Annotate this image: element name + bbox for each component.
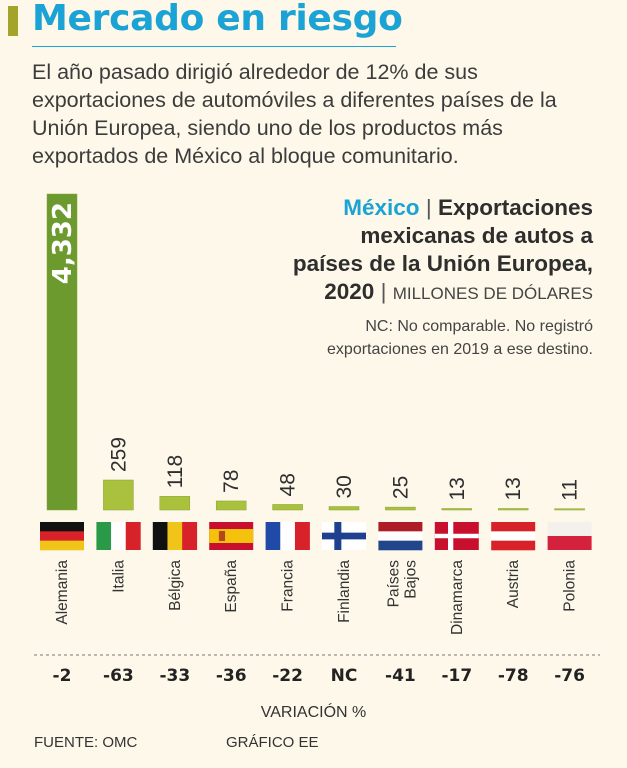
variation-belgica: -33 — [159, 666, 190, 686]
title-underline — [32, 46, 396, 47]
variation-axis-title: VARIACIÓN % — [260, 704, 367, 721]
value-label-belgica: 118 — [164, 455, 187, 488]
france-flag-icon — [265, 522, 310, 550]
chart-units: MILLONES DE DÓLARES — [392, 284, 593, 303]
austria-flag-icon — [491, 522, 536, 551]
variation-alemania: -2 — [53, 666, 72, 686]
bar-polonia — [554, 508, 585, 511]
chart-title-year: 2020 — [324, 279, 375, 304]
poland-flag-icon — [547, 522, 592, 550]
value-label-dinamarca: 13 — [446, 477, 469, 500]
variation-italia: -63 — [103, 666, 134, 686]
category-label-italia: Italia — [110, 560, 127, 593]
bar-finlandia — [328, 506, 360, 511]
category-label-alemania: Alemania — [54, 560, 71, 625]
bar-espana — [215, 500, 247, 511]
netherlands-flag-icon — [378, 522, 423, 551]
chart-title-separator-2: | — [380, 279, 387, 304]
variation-espana: -36 — [216, 666, 247, 686]
variation-dinamarca: -17 — [441, 666, 472, 686]
source-note: FUENTE: OMC — [34, 734, 138, 751]
intro-paragraph: El año pasado dirigió alrededor de 12% d… — [32, 60, 557, 168]
variation-finlandia: NC — [331, 666, 358, 686]
germany-flag-icon — [40, 522, 84, 551]
bar-alemania — [46, 193, 78, 511]
value-label-finlandia: 30 — [333, 475, 356, 498]
category-label-francia: Francia — [280, 560, 297, 612]
chart-title-line3: países de la Unión Europea, — [292, 251, 593, 276]
category-label-finlandia: Finlandia — [336, 560, 353, 623]
finland-flag-icon — [322, 522, 366, 550]
value-label-paises-bajos: 25 — [389, 476, 412, 499]
chart-title: México | Exportaciones mexicanas de auto… — [193, 194, 593, 308]
value-label-espana: 78 — [220, 470, 243, 493]
bar-austria — [497, 508, 529, 511]
value-label-francia: 48 — [277, 473, 300, 496]
chart-title-separator: | — [425, 195, 432, 220]
category-label-polonia: Polonia — [562, 560, 579, 612]
page-title: Mercado en riesgo — [32, 0, 403, 39]
variation-francia: -22 — [272, 666, 303, 686]
variation-austria: -78 — [498, 666, 529, 686]
chart-title-line1: Exportaciones — [437, 195, 593, 220]
variation-polonia: -76 — [554, 666, 585, 686]
bar-dinamarca — [441, 508, 473, 511]
category-label-espana: España — [223, 560, 240, 613]
italy-flag-icon — [96, 522, 141, 550]
graphic-credit: GRÁFICO EE — [226, 734, 319, 751]
category-label-belgica: Bélgica — [167, 560, 184, 611]
title-accent-bar — [8, 6, 18, 36]
value-label-austria: 13 — [502, 477, 525, 500]
value-label-italia: 259 — [107, 437, 130, 472]
bar-belgica — [159, 496, 191, 511]
category-label-austria: Austria — [505, 560, 522, 609]
category-label-dinamarca: Dinamarca — [449, 560, 466, 635]
value-label-alemania: 4,332 — [48, 202, 78, 284]
variation-paises-bajos: -41 — [385, 666, 416, 686]
bar-paises-bajos — [385, 506, 416, 511]
value-label-polonia: 11 — [559, 479, 582, 501]
spain-flag-icon — [209, 522, 254, 550]
bar-italia — [103, 479, 134, 511]
chart-title-line2: mexicanas de autos a — [360, 223, 593, 248]
category-label-paises-bajos: PaísesBajos — [385, 560, 419, 608]
chart-title-country: México — [343, 195, 420, 220]
belgium-flag-icon — [152, 522, 198, 550]
chart-note: NC: No comparable. No registró exportaci… — [327, 318, 593, 358]
bar-francia — [272, 504, 303, 511]
denmark-flag-icon — [434, 522, 479, 550]
